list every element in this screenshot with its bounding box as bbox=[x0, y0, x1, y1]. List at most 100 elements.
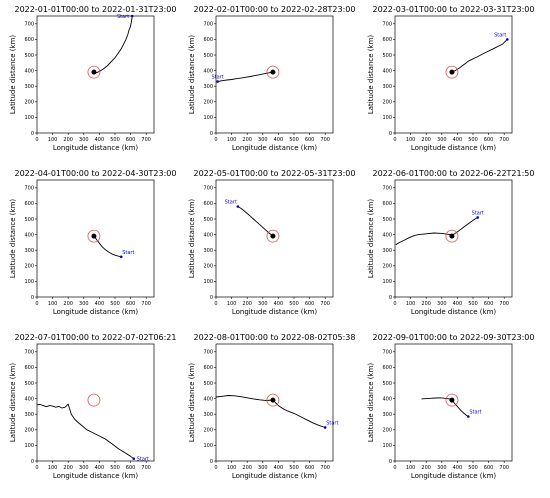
x-tick-label: 600 bbox=[484, 301, 494, 307]
y-tick-label: 500 bbox=[382, 217, 392, 223]
x-tick-label: 500 bbox=[110, 465, 120, 471]
y-tick-label: 200 bbox=[24, 100, 34, 106]
x-tick-label: 300 bbox=[258, 137, 268, 143]
chart-title: 2022-04-01T00:00 to 2022-04-30T23:00 bbox=[15, 169, 177, 178]
y-tick-label: 700 bbox=[24, 186, 34, 192]
x-tick-label: 400 bbox=[95, 465, 105, 471]
x-tick-label: 300 bbox=[79, 301, 89, 307]
chart-panel-4: 2022-04-01T00:00 to 2022-04-30T23:00 00 10… bbox=[9, 169, 176, 316]
y-tick-label: 0 bbox=[389, 295, 392, 301]
x-axis-label: Longitude distance (km) bbox=[232, 144, 318, 152]
x-tick-label: 700 bbox=[320, 137, 330, 143]
center-circle bbox=[87, 229, 101, 243]
y-tick-label: 300 bbox=[382, 84, 392, 90]
x-tick-label: 700 bbox=[320, 465, 330, 471]
x-tick-label: 600 bbox=[126, 301, 136, 307]
x-tick-label: 400 bbox=[453, 137, 463, 143]
y-tick-label: 500 bbox=[24, 53, 34, 59]
y-tick-label: 0 bbox=[389, 459, 392, 465]
x-tick-label: 0 bbox=[35, 301, 38, 307]
y-tick-label: 100 bbox=[203, 279, 213, 285]
chart-panel-1: 2022-01-01T00:00 to 2022-01-31T23:00 00 10… bbox=[9, 5, 176, 152]
start-label: Start bbox=[472, 210, 484, 216]
plot-frame bbox=[36, 343, 155, 462]
x-tick-label: 700 bbox=[499, 301, 509, 307]
plot-frame bbox=[394, 343, 513, 462]
track-line bbox=[237, 206, 274, 237]
start-label: Start bbox=[122, 250, 134, 256]
y-tick-label: 400 bbox=[382, 232, 392, 238]
center-cluster bbox=[270, 397, 276, 403]
y-tick-label: 100 bbox=[203, 443, 213, 449]
x-tick-label: 200 bbox=[242, 301, 252, 307]
start-marker bbox=[467, 415, 470, 418]
center-cluster bbox=[91, 233, 97, 239]
center-cluster bbox=[91, 69, 97, 75]
x-axis-label: Longitude distance (km) bbox=[411, 144, 497, 152]
center-circle bbox=[87, 65, 101, 79]
start-label: Start bbox=[137, 457, 149, 463]
x-tick-label: 200 bbox=[242, 137, 252, 143]
start-marker bbox=[130, 14, 134, 18]
y-tick-label: 300 bbox=[24, 84, 34, 90]
y-tick-label: 200 bbox=[203, 428, 213, 434]
x-tick-label: 400 bbox=[95, 301, 105, 307]
x-tick-label: 500 bbox=[110, 137, 120, 143]
y-tick-label: 500 bbox=[203, 381, 213, 387]
x-tick-label: 100 bbox=[227, 137, 237, 143]
y-axis-label: Latitude distance (km) bbox=[9, 363, 17, 443]
y-tick-label: 700 bbox=[203, 186, 213, 192]
x-tick-label: 100 bbox=[227, 301, 237, 307]
start-marker bbox=[216, 80, 219, 83]
start-label: Start bbox=[225, 200, 237, 206]
y-tick-label: 600 bbox=[382, 37, 392, 43]
chart-title: 2022-06-01T00:00 to 2022-06-22T21:50 bbox=[373, 169, 535, 178]
y-tick-label: 700 bbox=[382, 22, 392, 28]
y-tick-label: 400 bbox=[382, 396, 392, 402]
y-tick-label: 600 bbox=[382, 201, 392, 207]
y-axis-label: Latitude distance (km) bbox=[188, 363, 196, 443]
center-cluster bbox=[449, 397, 455, 403]
x-tick-label: 600 bbox=[305, 137, 315, 143]
y-tick-label: 400 bbox=[24, 68, 34, 74]
x-tick-label: 400 bbox=[274, 465, 284, 471]
y-tick-label: 100 bbox=[382, 443, 392, 449]
chart-title: 2022-05-01T00:00 to 2022-05-31T23:00 bbox=[194, 169, 356, 178]
start-label: Start bbox=[326, 420, 338, 426]
x-tick-label: 300 bbox=[258, 465, 268, 471]
y-tick-label: 100 bbox=[203, 115, 213, 121]
chart-title: 2022-01-01T00:00 to 2022-01-31T23:00 bbox=[15, 5, 177, 14]
y-tick-label: 100 bbox=[382, 279, 392, 285]
x-tick-label: 200 bbox=[63, 301, 73, 307]
center-cluster bbox=[270, 69, 276, 75]
y-tick-label: 200 bbox=[24, 264, 34, 270]
x-tick-label: 500 bbox=[289, 465, 299, 471]
track-line bbox=[36, 403, 134, 460]
x-axis-label: Longitude distance (km) bbox=[53, 144, 139, 152]
y-tick-label: 700 bbox=[24, 22, 34, 28]
plot-frame bbox=[394, 15, 513, 134]
x-axis-label: Longitude distance (km) bbox=[232, 472, 318, 480]
start-marker bbox=[236, 205, 240, 208]
y-tick-label: 300 bbox=[382, 412, 392, 418]
y-tick-label: 300 bbox=[382, 248, 392, 254]
center-circle bbox=[266, 229, 280, 243]
track-line bbox=[421, 397, 469, 417]
chart-panel-5: 2022-05-01T00:00 to 2022-05-31T23:00 00 10… bbox=[188, 169, 355, 316]
chart-panel-9: 2022-09-01T00:00 to 2022-09-30T23:00 00 10… bbox=[367, 333, 534, 480]
center-cluster bbox=[270, 233, 276, 239]
x-tick-label: 500 bbox=[110, 301, 120, 307]
start-marker bbox=[132, 457, 136, 460]
center-circle bbox=[445, 229, 459, 243]
x-tick-label: 200 bbox=[63, 465, 73, 471]
x-tick-label: 100 bbox=[406, 465, 416, 471]
start-label: Start bbox=[469, 410, 481, 416]
y-tick-label: 0 bbox=[210, 295, 213, 301]
x-tick-label: 400 bbox=[274, 137, 284, 143]
x-tick-label: 0 bbox=[214, 301, 217, 307]
x-tick-label: 200 bbox=[421, 301, 431, 307]
track-line bbox=[217, 71, 274, 82]
y-tick-label: 200 bbox=[24, 428, 34, 434]
y-tick-label: 500 bbox=[382, 381, 392, 387]
x-tick-label: 100 bbox=[48, 301, 58, 307]
